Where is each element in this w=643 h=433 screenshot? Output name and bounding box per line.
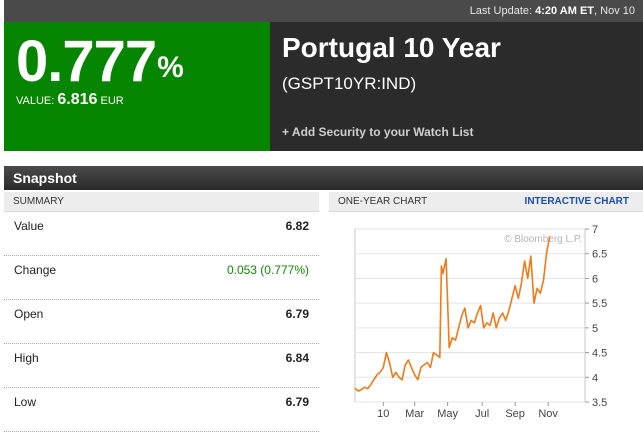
summary-label: Value	[14, 219, 44, 233]
one-year-line-chart: 7 6.5 6 5.5 5 4.5 4 3.5 10 Mar May Jul Sep Nov © Bloom…	[354, 224, 607, 420]
bloomberg-watermark: © Bloomberg L.P.	[504, 234, 582, 245]
x-tick-label: Jul	[475, 408, 489, 420]
one-year-chart-panel: ONE-YEAR CHART INTERACTIVE CHART 7 6.5 6 5.…	[329, 192, 643, 433]
x-tick-label: Sep	[505, 408, 525, 420]
summary-value: 6.79	[285, 395, 309, 409]
security-ticker: (GSPT10YR:IND)	[282, 74, 417, 93]
summary-value: 0.053 (0.777%)	[226, 263, 309, 277]
summary-value: 6.82	[285, 219, 309, 233]
snapshot-title: Snapshot	[4, 166, 643, 190]
y-tick-label: 4	[592, 372, 598, 384]
y-tick-label: 3.5	[592, 397, 607, 409]
summary-row-low: Low 6.79	[4, 388, 319, 432]
y-tick-label: 6.5	[592, 249, 607, 261]
last-update-time: 4:20 AM ET	[535, 5, 595, 17]
x-tick-label: 10	[377, 408, 389, 420]
summary-label: High	[14, 351, 39, 365]
chart-title: ONE-YEAR CHART	[338, 196, 428, 207]
percent-sign: %	[157, 51, 184, 84]
change-percent: 0.777%	[16, 29, 184, 94]
security-info-panel: Portugal 10 Year (GSPT10YR:IND) + Add Se…	[270, 22, 643, 151]
value-label: VALUE:	[16, 95, 55, 107]
summary-row-value: Value 6.82	[4, 212, 319, 256]
x-tick-label: May	[437, 408, 458, 420]
value-currency: EUR	[100, 95, 124, 107]
last-update-bar: Last Update: 4:20 AM ET, Nov 10	[4, 0, 643, 22]
series-line	[354, 236, 551, 392]
summary-value: 6.79	[285, 307, 309, 321]
summary-row-change: Change 0.053 (0.777%)	[4, 256, 319, 300]
summary-header: SUMMARY	[4, 192, 319, 212]
last-update-date: Nov 10	[600, 5, 635, 17]
summary-label: Change	[14, 263, 57, 277]
interactive-chart-link[interactable]: INTERACTIVE CHART	[524, 196, 629, 207]
last-update-label: Last Update:	[469, 5, 533, 17]
summary-label: Low	[14, 395, 37, 409]
y-tick-label: 7	[592, 224, 598, 236]
summary-row-high: High 6.84	[4, 344, 319, 388]
y-tick-label: 4.5	[592, 348, 607, 360]
add-to-watchlist-link[interactable]: + Add Security to your Watch List	[282, 125, 474, 139]
summary-value: 6.84	[285, 351, 309, 365]
quote-header: 0.777% VALUE: 6.816 EUR Portugal 10 Year…	[4, 22, 643, 151]
quote-change-panel: 0.777% VALUE: 6.816 EUR	[4, 22, 270, 151]
x-tick-label: Mar	[405, 408, 424, 420]
y-tick-label: 5	[592, 323, 598, 335]
quote-value: VALUE: 6.816 EUR	[16, 91, 124, 109]
chart-header: ONE-YEAR CHART INTERACTIVE CHART	[329, 192, 643, 212]
y-tick-label: 6	[592, 273, 598, 285]
plot-area	[354, 228, 586, 403]
summary-row-open: Open 6.79	[4, 300, 319, 344]
summary-panel: SUMMARY Value 6.82 Change 0.053 (0.777%)…	[4, 192, 319, 433]
change-percent-number: 0.777	[16, 29, 157, 94]
value-number: 6.816	[57, 91, 98, 108]
x-tick-label: Nov	[538, 408, 558, 420]
security-name: Portugal 10 Year	[282, 32, 501, 63]
y-tick-label: 5.5	[592, 298, 607, 310]
summary-label: Open	[14, 307, 44, 321]
